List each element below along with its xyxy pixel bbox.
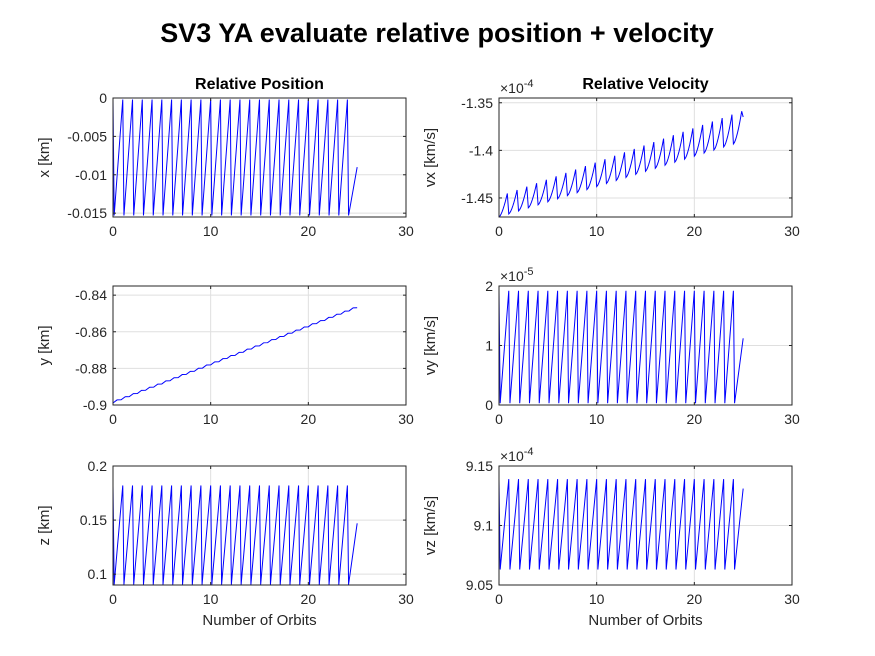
x-tick-label: 10 [203, 411, 219, 427]
y-tick-label: 1 [485, 338, 493, 354]
x-tick-label: 0 [109, 591, 117, 607]
subplot-vz: 0 10 20 30 9.15 9.1 9.05 ×10-4 vz [km/s] Number o… [422, 446, 800, 629]
x-tick-label: 10 [203, 591, 219, 607]
y-axis-label: vx [km/s] [422, 128, 439, 187]
y-tick-label: 2 [485, 278, 493, 294]
x-tick-label: 10 [589, 223, 605, 239]
y-tick-label: 0.2 [88, 458, 108, 474]
y-tick-label: -0.86 [75, 324, 107, 340]
x-tick-label: 20 [687, 223, 703, 239]
axes-box [112, 285, 407, 406]
x-tick-label: 10 [203, 223, 219, 239]
y-tick-label: -0.015 [67, 205, 107, 221]
subplot-y: 0 10 20 30 -0.84 -0.86 -0.88 -0.9 y [km] [36, 285, 414, 427]
subplot-title: Relative Position [195, 76, 324, 93]
axes-box [498, 97, 793, 218]
y-axis-label: y [km] [36, 326, 53, 366]
x-tick-label: 20 [301, 223, 317, 239]
plot-area [499, 98, 792, 217]
subplot-title: Relative Velocity [582, 76, 708, 93]
series-line-vy [499, 290, 744, 404]
y-axis-label: vz [km/s] [422, 496, 439, 555]
subplot-z: 0 10 20 30 0.2 0.15 0.1 z [km] Number of Orbits [36, 458, 414, 629]
y-tick-label: -0.84 [75, 287, 107, 303]
x-tick-label: 0 [495, 411, 503, 427]
x-tick-label: 30 [398, 591, 414, 607]
x-tick-label: 0 [495, 223, 503, 239]
axes-box [112, 465, 407, 586]
y-tick-label: 9.1 [474, 518, 494, 534]
x-tick-label: 0 [109, 223, 117, 239]
series-line-vz [499, 479, 744, 570]
y-tick-label: 0 [99, 90, 107, 106]
x-tick-label: 30 [784, 411, 800, 427]
y-axis-label: vy [km/s] [422, 316, 439, 375]
y-tick-label: 9.15 [466, 458, 493, 474]
axis-exponent: ×10-5 [500, 266, 534, 284]
subplot-vx: 0 10 20 30 -1.35 -1.4 -1.45 ×10-4 vx [km/s] Relat… [422, 76, 800, 239]
y-tick-label: 0.15 [80, 512, 107, 528]
axis-exponent: ×10-4 [500, 78, 534, 96]
x-tick-label: 20 [301, 591, 317, 607]
series-line-vx [499, 111, 744, 217]
x-tick-label: 10 [589, 411, 605, 427]
y-tick-label: 0 [485, 397, 493, 413]
x-tick-label: 30 [784, 223, 800, 239]
x-tick-label: 10 [589, 591, 605, 607]
y-tick-label: -0.9 [83, 397, 107, 413]
x-tick-label: 30 [784, 591, 800, 607]
series-line-x [113, 99, 358, 216]
y-axis-label: x [km] [36, 138, 53, 178]
subplot-x: 0 10 20 30 0 -0.005 -0.01 -0.015 x [km] Relative … [36, 76, 414, 239]
figure-title: SV3 YA evaluate relative position + velo… [160, 18, 714, 48]
axis-exponent: ×10-4 [500, 446, 534, 464]
x-tick-label: 30 [398, 411, 414, 427]
y-tick-label: -1.35 [461, 95, 493, 111]
x-tick-label: 20 [687, 591, 703, 607]
y-tick-label: -1.45 [461, 190, 493, 206]
x-tick-label: 30 [398, 223, 414, 239]
y-tick-label: 9.05 [466, 577, 493, 593]
y-tick-label: -0.005 [67, 128, 107, 144]
x-tick-label: 0 [495, 591, 503, 607]
x-tick-label: 0 [109, 411, 117, 427]
y-tick-label: -1.4 [469, 142, 493, 158]
x-axis-label: Number of Orbits [588, 612, 702, 629]
y-axis-label: z [km] [36, 506, 53, 546]
x-tick-label: 20 [687, 411, 703, 427]
x-axis-label: Number of Orbits [202, 612, 316, 629]
y-tick-label: 0.1 [88, 566, 108, 582]
x-tick-label: 20 [301, 411, 317, 427]
series-line-y [113, 307, 358, 404]
axes-box [112, 97, 407, 218]
series-line-z [113, 485, 358, 585]
y-tick-label: -0.88 [75, 360, 107, 376]
y-tick-label: -0.01 [75, 167, 107, 183]
